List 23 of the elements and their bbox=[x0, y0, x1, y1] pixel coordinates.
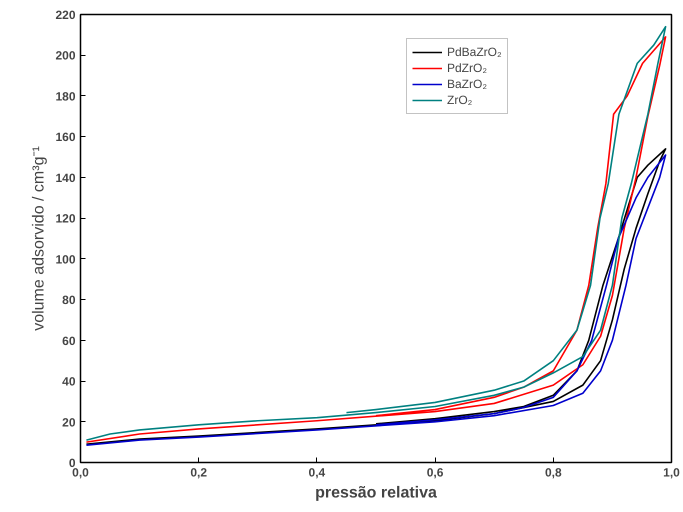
y-tick-label: 40 bbox=[62, 374, 76, 389]
legend-label: PdBaZrO₂ bbox=[447, 44, 502, 60]
x-tick-label: 0,0 bbox=[72, 466, 90, 480]
x-tick-label: 0,8 bbox=[544, 466, 562, 480]
y-tick-label: 120 bbox=[55, 212, 76, 226]
legend-label: ZrO₂ bbox=[447, 92, 472, 108]
y-tick-label: 220 bbox=[55, 8, 76, 22]
y-axis-title: volume adsorvido / cm³g⁻¹ bbox=[30, 146, 48, 331]
x-tick-label: 0,2 bbox=[190, 466, 208, 480]
y-tick-label: 60 bbox=[62, 334, 76, 348]
x-tick-label: 1,0 bbox=[663, 466, 680, 480]
y-tick-label: 140 bbox=[55, 170, 76, 185]
x-tick-label: 0,4 bbox=[308, 466, 326, 480]
y-tick-label: 180 bbox=[55, 89, 76, 104]
y-tick-label: 80 bbox=[62, 293, 76, 308]
legend-label: BaZrO₂ bbox=[447, 76, 487, 92]
x-axis-title: pressão relativa bbox=[315, 484, 438, 502]
legend-label: PdZrO₂ bbox=[447, 60, 487, 76]
y-tick-label: 160 bbox=[55, 130, 76, 144]
x-tick-label: 0,6 bbox=[426, 466, 444, 480]
y-tick-label: 200 bbox=[55, 48, 76, 63]
y-tick-label: 20 bbox=[62, 415, 76, 430]
y-tick-label: 100 bbox=[55, 252, 76, 266]
